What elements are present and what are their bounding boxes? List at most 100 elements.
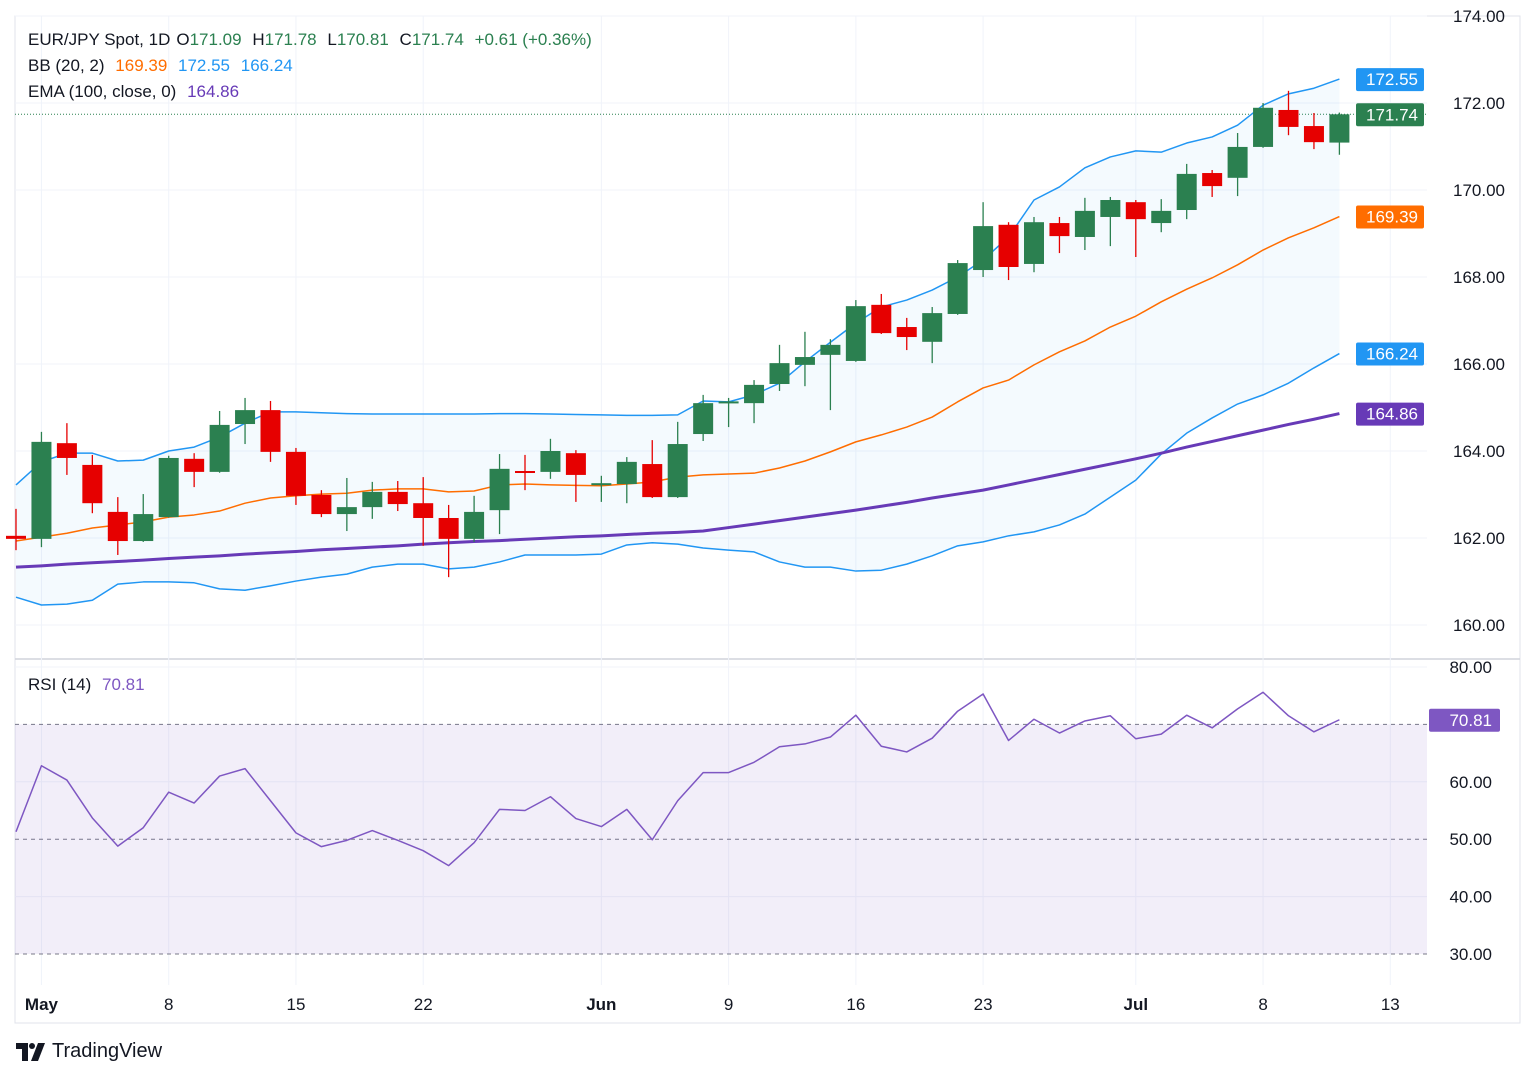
rsi-tick-label: 60.00	[1449, 773, 1492, 792]
ema-label[interactable]: EMA (100, close, 0)	[28, 82, 177, 101]
price-badge-label: 171.74	[1366, 105, 1418, 124]
price-badges: 172.55 171.74 169.39 166.24 164.86 70.81	[1356, 68, 1500, 732]
bb-lower-value: 166.24	[240, 56, 293, 75]
candle-body-down[interactable]	[1278, 109, 1299, 127]
candle-body-down[interactable]	[413, 503, 434, 518]
high-value: 171.78	[264, 30, 317, 49]
candle-body-up[interactable]	[794, 357, 815, 365]
grid-lines	[15, 15, 1428, 985]
candle-body-up[interactable]	[922, 313, 943, 342]
rsi-badge-label: 70.81	[1449, 711, 1492, 730]
bb-mid-value: 169.39	[115, 56, 168, 75]
candle-body-down[interactable]	[871, 304, 892, 334]
candle-body-up[interactable]	[489, 468, 510, 511]
symbol-legend: EUR/JPY Spot, 1D O171.09 H171.78 L170.81 …	[28, 30, 598, 50]
candle-body-up[interactable]	[769, 363, 790, 385]
candle-body-up[interactable]	[1074, 210, 1095, 237]
candle-body-up[interactable]	[1151, 210, 1172, 224]
candle-body-up[interactable]	[158, 457, 179, 518]
candle-body-down[interactable]	[1303, 126, 1324, 143]
candle-body-up[interactable]	[667, 444, 688, 498]
price-axis[interactable]: 174.00 172.00 170.00 168.00 166.00 164.00 162.…	[1449, 7, 1505, 964]
candle-body-up[interactable]	[362, 491, 383, 508]
candle-body-down[interactable]	[438, 517, 459, 539]
candle-body-down[interactable]	[642, 464, 663, 498]
candle-body-down[interactable]	[515, 471, 535, 474]
candle-body-up[interactable]	[31, 441, 52, 539]
rsi-label[interactable]: RSI (14)	[28, 675, 92, 694]
candle-body-up[interactable]	[616, 461, 637, 485]
candle-body-down[interactable]	[82, 464, 103, 504]
candle-body-down[interactable]	[387, 491, 408, 505]
candle-body-down[interactable]	[6, 535, 26, 539]
candle-body-down[interactable]	[56, 443, 77, 458]
rsi-band-fill	[15, 724, 1427, 954]
time-tick-label: 8	[164, 995, 173, 1014]
bb-label[interactable]: BB (20, 2)	[28, 56, 105, 75]
candle-body-up[interactable]	[235, 410, 256, 425]
price-tick-label: 166.00	[1453, 355, 1505, 374]
close-label: C	[399, 30, 412, 49]
candle-body-down[interactable]	[260, 410, 281, 452]
price-tick-label: 172.00	[1453, 94, 1505, 113]
candle-body-up[interactable]	[540, 451, 561, 472]
rsi-band-background	[15, 724, 1427, 954]
candle-body-down[interactable]	[998, 224, 1019, 267]
price-badge	[1356, 68, 1424, 92]
time-tick-label: 13	[1381, 995, 1400, 1014]
open-value: 171.09	[189, 30, 242, 49]
candle-body-down[interactable]	[311, 494, 332, 515]
candle-body-down[interactable]	[896, 327, 917, 338]
time-axis[interactable]: May 8 15 22 Jun 9 16 23 Jul 8 13	[25, 995, 1400, 1014]
change-value: +0.61 (+0.36%)	[474, 30, 592, 49]
candle-body-down[interactable]	[184, 458, 205, 472]
candle-body-up[interactable]	[133, 514, 154, 542]
candle-body-up[interactable]	[1253, 107, 1274, 147]
candle-body-down[interactable]	[565, 453, 586, 475]
price-badge	[1356, 103, 1424, 127]
candle-body-up[interactable]	[845, 306, 866, 361]
candle-body-up[interactable]	[591, 483, 612, 486]
candle-body-up[interactable]	[744, 384, 765, 404]
candle-body-down[interactable]	[1049, 223, 1070, 237]
time-tick-label: 22	[414, 995, 433, 1014]
candle-body-down[interactable]	[107, 511, 128, 542]
candle-body-down[interactable]	[285, 451, 306, 496]
bb-upper-value: 172.55	[178, 56, 231, 75]
candle-body-up[interactable]	[1329, 114, 1350, 143]
candle-body-up[interactable]	[973, 226, 994, 271]
bollinger-bands	[15, 78, 1340, 606]
candle-body-up[interactable]	[693, 403, 714, 435]
rsi-tick-label: 50.00	[1449, 830, 1492, 849]
price-tick-label: 170.00	[1453, 181, 1505, 200]
candle-body-down[interactable]	[1202, 173, 1223, 187]
price-badge-label: 169.39	[1366, 208, 1418, 227]
symbol-title[interactable]: EUR/JPY Spot, 1D	[28, 30, 171, 49]
candle-body-down[interactable]	[1125, 202, 1146, 220]
candle-body-up[interactable]	[1024, 222, 1044, 264]
ema-value: 164.86	[187, 82, 240, 101]
time-tick-label: Jun	[586, 995, 616, 1014]
tradingview-logo-icon	[16, 1042, 45, 1061]
price-badge	[1356, 402, 1424, 426]
candle-body-up[interactable]	[820, 344, 841, 355]
time-tick-label: 23	[974, 995, 993, 1014]
candle-body-up[interactable]	[1227, 146, 1248, 178]
time-tick-label: 16	[846, 995, 865, 1014]
candle-body-up[interactable]	[1100, 200, 1121, 217]
candle-body-up[interactable]	[718, 401, 739, 404]
low-value: 170.81	[336, 30, 389, 49]
candle-body-up[interactable]	[947, 263, 968, 314]
tradingview-logo[interactable]: TradingView	[16, 1040, 162, 1063]
price-badge	[1356, 342, 1424, 366]
rsi-tick-label: 40.00	[1449, 888, 1492, 907]
candle-body-up[interactable]	[1176, 173, 1197, 211]
ema-100-line	[15, 412, 1340, 569]
candle-body-up[interactable]	[209, 424, 230, 472]
price-tick-label: 164.00	[1453, 442, 1505, 461]
time-tick-label: 15	[286, 995, 305, 1014]
candle-body-up[interactable]	[336, 507, 357, 515]
candle-body-up[interactable]	[464, 511, 485, 539]
candlesticks[interactable]	[6, 90, 1350, 578]
